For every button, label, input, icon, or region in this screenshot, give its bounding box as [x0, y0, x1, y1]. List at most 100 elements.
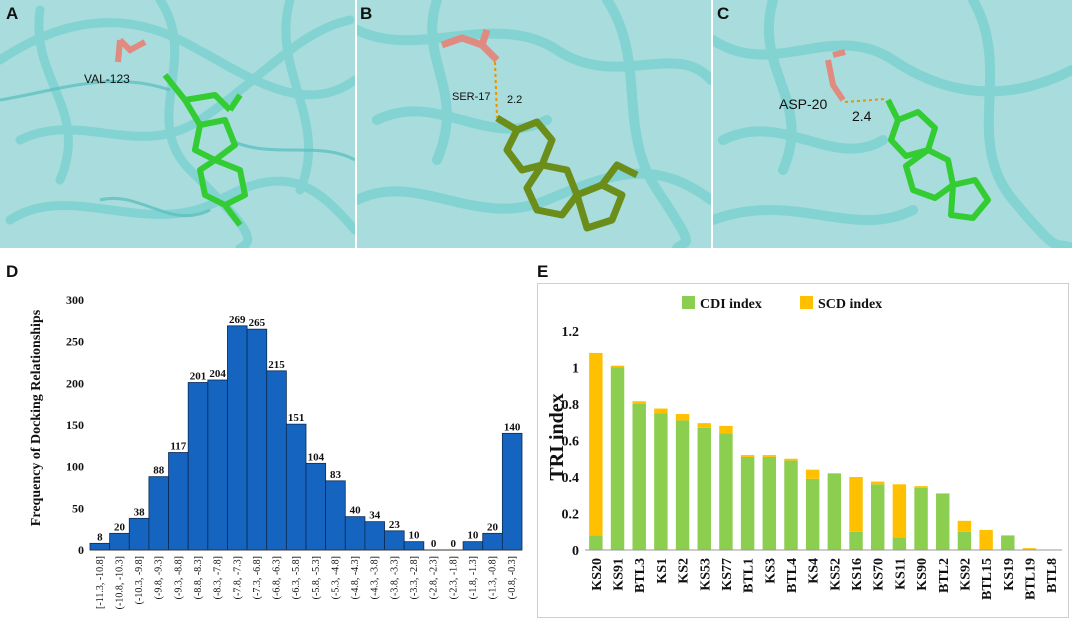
- chart-d-xtick: (-8.3, -7.8]: [213, 556, 224, 599]
- chart-d-value-label: 10: [467, 530, 479, 542]
- chart-d-value-label: 215: [268, 359, 285, 371]
- chart-d-bar: [364, 521, 385, 551]
- panel-c-image: [713, 0, 1072, 248]
- chart-d-xtick: (-1.8, -1.3]: [468, 556, 479, 599]
- chart-e-xtick: KS70: [872, 558, 887, 591]
- chart-d-value-label: 88: [153, 465, 165, 477]
- chart-e-bar-cdi: [675, 420, 690, 550]
- chart-e-ytick: 1.2: [562, 325, 580, 340]
- panel-b-structure: [357, 0, 711, 248]
- residue-a: [115, 37, 147, 63]
- legend-label-cdi: CDI index: [700, 297, 762, 312]
- chart-e-xtick: BTL1: [742, 558, 757, 593]
- chart-e-xtick: KS92: [958, 558, 973, 591]
- chart-d-ytick: 100: [66, 460, 84, 474]
- chart-e-y-label: TRI index: [546, 393, 568, 480]
- chart-d-ytick: 300: [66, 293, 84, 307]
- chart-d-xtick: (-9.8, -9.3]: [154, 556, 165, 599]
- chart-d-ytick: 250: [66, 335, 84, 349]
- chart-e-xtick: KS11: [893, 558, 908, 590]
- chart-e-bar-scd: [610, 365, 625, 368]
- chart-e-bar-scd: [1022, 548, 1037, 550]
- chart-e-bar-scd: [762, 455, 777, 457]
- chart-d-value-label: 151: [288, 412, 305, 424]
- chart-d-xtick: (-4.3, -3.8]: [370, 556, 381, 599]
- chart-e-bar-cdi: [1001, 535, 1015, 550]
- chart-d-bar: [403, 541, 425, 551]
- chart-d-bar: [128, 517, 150, 551]
- chart-e-xtick: KS90: [915, 558, 930, 591]
- chart-d-value-label: 117: [170, 441, 186, 453]
- chart-e-bar-cdi: [805, 478, 820, 550]
- chart-d-ytick: 0: [78, 543, 84, 557]
- panel-a-image: [0, 0, 355, 248]
- panel-b-letter: B: [360, 4, 373, 23]
- chart-e-bar-scd: [654, 408, 668, 414]
- chart-d-xtick: (-3.3, -2.8]: [409, 556, 420, 599]
- chart-e-xtick: KS3: [763, 558, 778, 584]
- chart-d-value-label: 265: [249, 317, 266, 329]
- distance-label-c: 2.4: [852, 108, 872, 124]
- chart-e-bar-cdi: [936, 493, 950, 550]
- chart-d-xtick: (-1.3, -0.8]: [488, 556, 499, 599]
- chart-e-xtick: BTL19: [1023, 558, 1038, 600]
- chart-e-xtick: KS2: [677, 558, 692, 584]
- chart-e-xtick: BTL3: [633, 558, 648, 593]
- chart-e-ytick: 0.4: [562, 471, 580, 486]
- chart-d-xtick: (-10.3, -9.8]: [134, 556, 145, 604]
- chart-d-bar: [305, 462, 327, 551]
- hbond-c: [844, 98, 886, 103]
- chart-d-xtick: (-9.3, -8.8]: [173, 556, 184, 599]
- chart-d-bar: [482, 532, 503, 551]
- chart-d-value-label: 140: [504, 421, 521, 433]
- chart-d-xtick: (-5.8, -5.3]: [311, 556, 322, 599]
- chart-e-bar-scd: [675, 414, 690, 421]
- chart-d-value-label: 38: [134, 506, 146, 518]
- chart-d-value-label: 83: [330, 469, 342, 481]
- chart-e-xtick: KS19: [1002, 558, 1017, 591]
- chart-e-bar-cdi: [957, 531, 972, 550]
- panel-a-structure: [0, 0, 355, 248]
- panel-d-letter: D: [6, 262, 19, 281]
- chart-d-bar: [501, 432, 523, 551]
- chart-d-xtick: (-0.8, -0.3]: [507, 556, 518, 599]
- chart-e-bar-scd: [632, 401, 646, 404]
- chart-d-xtick: (-8.8, -8.3]: [193, 556, 204, 599]
- residue-label-b: SER-17: [452, 91, 491, 103]
- chart-d-xtick: (-4.8, -4.3]: [350, 556, 361, 599]
- chart-d-ytick: 200: [66, 376, 84, 390]
- chart-e-bar-scd: [979, 529, 993, 550]
- chart-d-bar: [148, 476, 169, 551]
- chart-e-ytick: 0.8: [562, 398, 580, 413]
- chart-e-frame: [537, 283, 1069, 618]
- chart-e-bar-cdi: [849, 531, 863, 550]
- chart-e-bar-scd: [849, 477, 863, 532]
- chart-d-value-label: 10: [409, 530, 421, 542]
- chart-e-bar-scd: [740, 455, 755, 457]
- chart-d-bar: [168, 452, 189, 551]
- ligand-c: [885, 98, 991, 221]
- ligand-b: [495, 114, 639, 232]
- chart-d-xtick: (-5.3, -4.8]: [330, 556, 341, 599]
- chart-e-ytick: 0: [572, 544, 579, 559]
- chart-e-xtick: BTL2: [937, 558, 952, 593]
- chart-e-bar-cdi: [632, 404, 646, 550]
- chart-d-value-label: 23: [389, 519, 401, 531]
- chart-d-bar: [187, 382, 209, 551]
- distance-label-b: 2.2: [507, 94, 523, 106]
- legend-label-scd: SCD index: [818, 297, 882, 312]
- chart-d-xtick: (-7.3, -6.8]: [252, 556, 263, 599]
- chart-d-value-label: 8: [97, 531, 103, 543]
- chart-e-xtick: KS53: [698, 558, 713, 591]
- chart-e-xtick: KS16: [850, 558, 865, 591]
- chart-e-bar-cdi: [589, 535, 603, 550]
- chart-d-value-label: 104: [308, 451, 325, 463]
- chart-e-bar-scd: [784, 458, 798, 461]
- panel-a-letter: A: [6, 4, 19, 23]
- chart-e-bar-cdi: [892, 537, 907, 550]
- chart-d-bar: [462, 541, 484, 551]
- legend-swatch-cdi: [682, 296, 695, 309]
- panel-e-letter: E: [537, 262, 549, 281]
- chart-e-bar-scd: [957, 520, 972, 532]
- chart-d-bar: [246, 328, 268, 551]
